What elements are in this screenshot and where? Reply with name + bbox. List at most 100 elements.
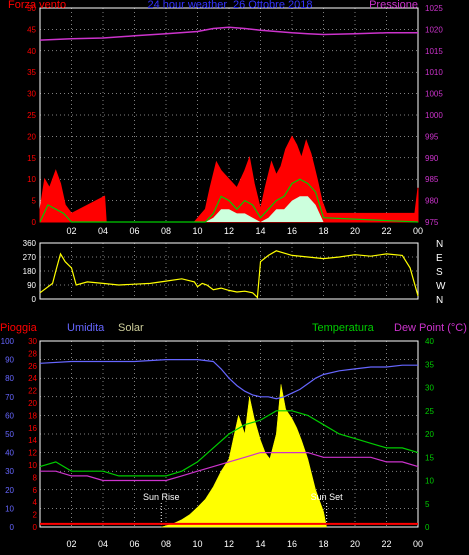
temperature-tick-label: 5 bbox=[425, 500, 430, 509]
right-tick-label: 1000 bbox=[425, 111, 443, 120]
rain-tick-label: 18 bbox=[28, 411, 37, 420]
left-tick-label: 15 bbox=[27, 154, 36, 163]
y-tick-label: 0 bbox=[32, 295, 37, 304]
humidity-label: Umidita bbox=[67, 322, 105, 334]
left-tick-label: 30 bbox=[27, 90, 36, 99]
rain-tick-label: 30 bbox=[28, 337, 37, 346]
pressure-series bbox=[39, 26, 418, 41]
dewpoint-series bbox=[40, 452, 419, 482]
temperature-tick-label: 10 bbox=[425, 477, 434, 486]
humidity-tick-label: 50 bbox=[5, 430, 14, 439]
humidity-tick-label: 90 bbox=[5, 356, 14, 365]
y-tick-label: 360 bbox=[23, 239, 37, 248]
y-tick-label: 270 bbox=[23, 253, 37, 262]
x-tick-label: 04 bbox=[98, 226, 108, 236]
temperature-series bbox=[39, 410, 419, 477]
x-tick-label: 00 bbox=[413, 539, 423, 549]
right-tick-label: 990 bbox=[425, 154, 439, 163]
rain-tick-label: 2 bbox=[33, 511, 38, 520]
left-tick-label: 35 bbox=[27, 68, 36, 77]
x-tick-label: 20 bbox=[350, 226, 360, 236]
right-tick-label: 1010 bbox=[425, 68, 443, 77]
x-tick-label: 06 bbox=[129, 226, 139, 236]
rain-tick-label: 24 bbox=[28, 374, 37, 383]
plot-area bbox=[39, 359, 419, 528]
temperature-humidity-panel: 0102030405060708090100024681012141618202… bbox=[0, 322, 467, 549]
tick-labels: 0510152025303540455097598098599099510001… bbox=[27, 4, 443, 236]
right-tick-label: 995 bbox=[425, 132, 439, 141]
x-tick-label: 16 bbox=[287, 226, 297, 236]
x-tick-label: 22 bbox=[381, 539, 391, 549]
x-tick-label: 16 bbox=[287, 539, 297, 549]
direction-label: N bbox=[436, 295, 443, 306]
plot-area bbox=[39, 250, 419, 299]
sunset-label: Sun Set bbox=[311, 492, 344, 502]
wind-gust-series bbox=[39, 135, 419, 223]
x-tick-label: 18 bbox=[318, 539, 328, 549]
direction-label: E bbox=[436, 253, 443, 264]
chart-title: 24 hour weather 26 Ottobre 2018 bbox=[147, 0, 312, 11]
x-tick-label: 14 bbox=[255, 539, 265, 549]
wind-pressure-panel: 0510152025303540455097598098599099510001… bbox=[8, 0, 443, 236]
x-tick-label: 12 bbox=[224, 539, 234, 549]
x-tick-label: 20 bbox=[350, 539, 360, 549]
x-tick-label: 02 bbox=[66, 539, 76, 549]
rain-tick-label: 10 bbox=[28, 461, 37, 470]
x-tick-label: 00 bbox=[413, 226, 423, 236]
x-tick-label: 04 bbox=[98, 539, 108, 549]
x-tick-label: 12 bbox=[224, 226, 234, 236]
title-date: 26 Ottobre 2018 bbox=[233, 0, 313, 11]
humidity-tick-label: 100 bbox=[1, 337, 15, 346]
x-tick-label: 06 bbox=[129, 539, 139, 549]
temperature-tick-label: 15 bbox=[425, 453, 434, 462]
rain-tick-label: 28 bbox=[28, 349, 37, 358]
rain-tick-label: 14 bbox=[28, 436, 37, 445]
x-tick-label: 08 bbox=[161, 226, 171, 236]
right-tick-label: 1020 bbox=[425, 25, 443, 34]
x-tick-label: 18 bbox=[318, 226, 328, 236]
direction-label: W bbox=[436, 281, 446, 292]
x-tick-label: 08 bbox=[161, 539, 171, 549]
direction-label: S bbox=[436, 267, 443, 278]
tick-labels: 0102030405060708090100024681012141618202… bbox=[1, 337, 435, 549]
rain-label: Pioggia bbox=[0, 322, 38, 334]
solar-label: Solar bbox=[118, 322, 144, 334]
left-tick-label: 10 bbox=[27, 175, 36, 184]
rain-tick-label: 26 bbox=[28, 362, 37, 371]
wind-average-series bbox=[39, 178, 419, 223]
right-tick-label: 1005 bbox=[425, 90, 443, 99]
left-tick-label: 20 bbox=[27, 132, 36, 141]
sunrise-label: Sun Rise bbox=[143, 492, 180, 502]
rain-tick-label: 16 bbox=[28, 424, 37, 433]
rain-tick-label: 22 bbox=[28, 387, 37, 396]
y-tick-label: 180 bbox=[23, 267, 37, 276]
humidity-tick-label: 20 bbox=[5, 486, 14, 495]
right-tick-label: 985 bbox=[425, 175, 439, 184]
right-tick-label: 1025 bbox=[425, 4, 443, 13]
rain-tick-label: 6 bbox=[33, 486, 38, 495]
left-tick-label: 40 bbox=[27, 47, 36, 56]
temperature-tick-label: 30 bbox=[425, 384, 434, 393]
left-tick-label: 45 bbox=[27, 25, 36, 34]
humidity-series bbox=[39, 359, 418, 400]
plot-area bbox=[39, 26, 419, 223]
temperature-tick-label: 35 bbox=[425, 360, 434, 369]
solar-series bbox=[161, 384, 327, 528]
tick-labels: 0 90 180 270 360 bbox=[23, 239, 37, 304]
grid bbox=[40, 242, 419, 300]
humidity-tick-label: 10 bbox=[5, 504, 14, 513]
humidity-tick-label: 0 bbox=[10, 523, 15, 532]
wind-light-series bbox=[205, 196, 324, 222]
left-axis-label: Forza vento bbox=[8, 0, 66, 11]
humidity-tick-label: 70 bbox=[5, 393, 14, 402]
right-tick-label: 980 bbox=[425, 197, 439, 206]
left-tick-label: 25 bbox=[27, 111, 36, 120]
rain-tick-label: 20 bbox=[28, 399, 37, 408]
title-text: 24 hour weather bbox=[147, 0, 227, 11]
x-tick-label: 10 bbox=[192, 539, 202, 549]
humidity-tick-label: 40 bbox=[5, 449, 14, 458]
temperature-label: Temperatura bbox=[312, 322, 375, 334]
temperature-tick-label: 25 bbox=[425, 407, 434, 416]
